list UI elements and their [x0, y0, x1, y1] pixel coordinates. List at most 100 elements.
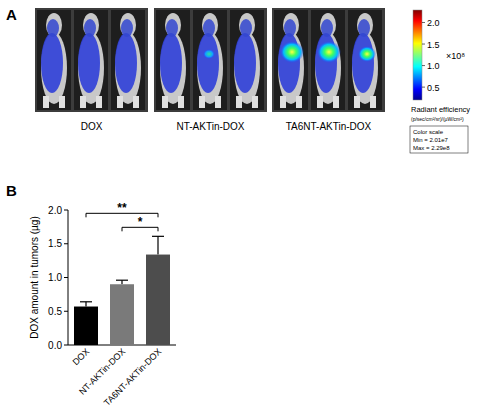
- image-group: [272, 8, 385, 112]
- x-tick-label: TA6NT-AKTin-DOX: [102, 346, 164, 408]
- image-frame: [274, 10, 308, 110]
- signal-overlay: [358, 19, 370, 37]
- image-group: [35, 8, 148, 112]
- colorbar-multiplier: ×10⁸: [446, 51, 465, 61]
- group-label: DOX: [81, 121, 103, 132]
- error-cap: [116, 280, 128, 281]
- image-background: [272, 8, 385, 112]
- mouse-leg: [133, 96, 139, 108]
- mouse-leg: [215, 96, 221, 108]
- mouse-body: [315, 32, 341, 104]
- mouse-leg: [354, 96, 360, 108]
- signal-spot: [317, 41, 341, 63]
- bar: [110, 284, 134, 345]
- signal-overlay: [234, 33, 256, 93]
- mouse-leg: [317, 96, 323, 108]
- mouse-body: [160, 32, 186, 104]
- y-axis-label: DOX amount in tumors (µg): [29, 216, 40, 338]
- colorbar-tick: [422, 65, 425, 66]
- error-bar: [152, 236, 164, 254]
- signal-overlay: [240, 19, 252, 37]
- image-background: [35, 8, 148, 112]
- scale-note: Color scale: [413, 129, 444, 135]
- scale-note: Min = 2.01e7: [413, 137, 449, 143]
- colorbar-tick-label: 2.0: [427, 18, 440, 28]
- colorbar-tick-label: 1.0: [427, 61, 440, 71]
- colorbar-tick-label: 0.5: [427, 83, 440, 93]
- mouse-body: [234, 32, 260, 104]
- mouse-leg: [162, 96, 168, 108]
- signal-spot: [203, 49, 215, 59]
- signal-overlay: [284, 19, 296, 37]
- bars: [74, 236, 170, 345]
- signal-overlay: [47, 19, 59, 37]
- mouse-leg: [370, 96, 376, 108]
- y-tick-label: 1.0: [48, 272, 62, 283]
- colorbar-unit: (p/sec/cm²/sr)/(µW/cm²): [411, 116, 464, 122]
- colorbar-tick: [422, 22, 425, 23]
- figure: ABDOXNT-AKTin-DOXTA6NT-AKTin-DOX0.51.01.…: [0, 0, 500, 419]
- mouse-head: [165, 13, 181, 37]
- mouse-leg: [59, 96, 65, 108]
- signal-overlay: [115, 33, 137, 93]
- error-stem: [157, 236, 158, 254]
- y-tick: [64, 243, 68, 244]
- image-frame: [193, 10, 227, 110]
- signal-spot: [280, 41, 304, 63]
- y-tick-label: 1.5: [48, 238, 62, 249]
- colorbar-tick: [422, 44, 425, 45]
- y-tick-label: 0.5: [48, 306, 62, 317]
- signal-overlay: [321, 19, 333, 37]
- mouse-leg: [199, 96, 205, 108]
- error-bar: [116, 280, 128, 284]
- mouse-head: [83, 13, 99, 37]
- mouse-body: [78, 32, 104, 104]
- colorbar-tick: [422, 87, 425, 88]
- mouse-head: [202, 13, 218, 37]
- signal-overlay: [166, 19, 178, 37]
- y-tick: [64, 210, 68, 211]
- image-group: [154, 8, 267, 112]
- mouse-head: [357, 13, 373, 37]
- y-tick: [64, 311, 68, 312]
- error-stem: [85, 302, 86, 307]
- mouse-head: [283, 13, 299, 37]
- y-tick-label: 2.0: [48, 205, 62, 216]
- colorbar: [413, 10, 422, 100]
- signal-overlay: [160, 33, 182, 93]
- error-cap: [80, 301, 92, 302]
- mouse-leg: [96, 96, 102, 108]
- mouse-head: [120, 13, 136, 37]
- signal-overlay: [352, 33, 374, 93]
- scale-note: Max = 2.29e8: [413, 145, 450, 151]
- error-cap: [152, 236, 164, 237]
- y-tick: [64, 277, 68, 278]
- mouse-leg: [296, 96, 302, 108]
- colorbar-tick-label: 1.5: [427, 40, 440, 50]
- panel-label: A: [6, 6, 17, 23]
- image-frame: [156, 10, 190, 110]
- bar: [146, 255, 170, 345]
- error-bar: [80, 302, 92, 307]
- image-frame: [230, 10, 264, 110]
- bar: [74, 307, 98, 345]
- mouse-body: [115, 32, 141, 104]
- mouse-leg: [178, 96, 184, 108]
- image-frame: [37, 10, 71, 110]
- panel-label: B: [6, 182, 17, 199]
- signal-overlay: [78, 33, 100, 93]
- mouse-head: [320, 13, 336, 37]
- mouse-body: [352, 32, 378, 104]
- y-tick: [64, 345, 68, 346]
- image-frame: [348, 10, 382, 110]
- image-frame: [111, 10, 145, 110]
- signal-overlay: [41, 33, 63, 93]
- mouse-leg: [80, 96, 86, 108]
- mouse-leg: [252, 96, 258, 108]
- scale-note-box: [410, 126, 468, 153]
- mouse-leg: [117, 96, 123, 108]
- mouse-body: [278, 32, 304, 104]
- significance-label: **: [117, 201, 127, 215]
- x-tick-label: DOX: [71, 346, 92, 367]
- colorbar-title: Radiant efficiency: [411, 105, 470, 114]
